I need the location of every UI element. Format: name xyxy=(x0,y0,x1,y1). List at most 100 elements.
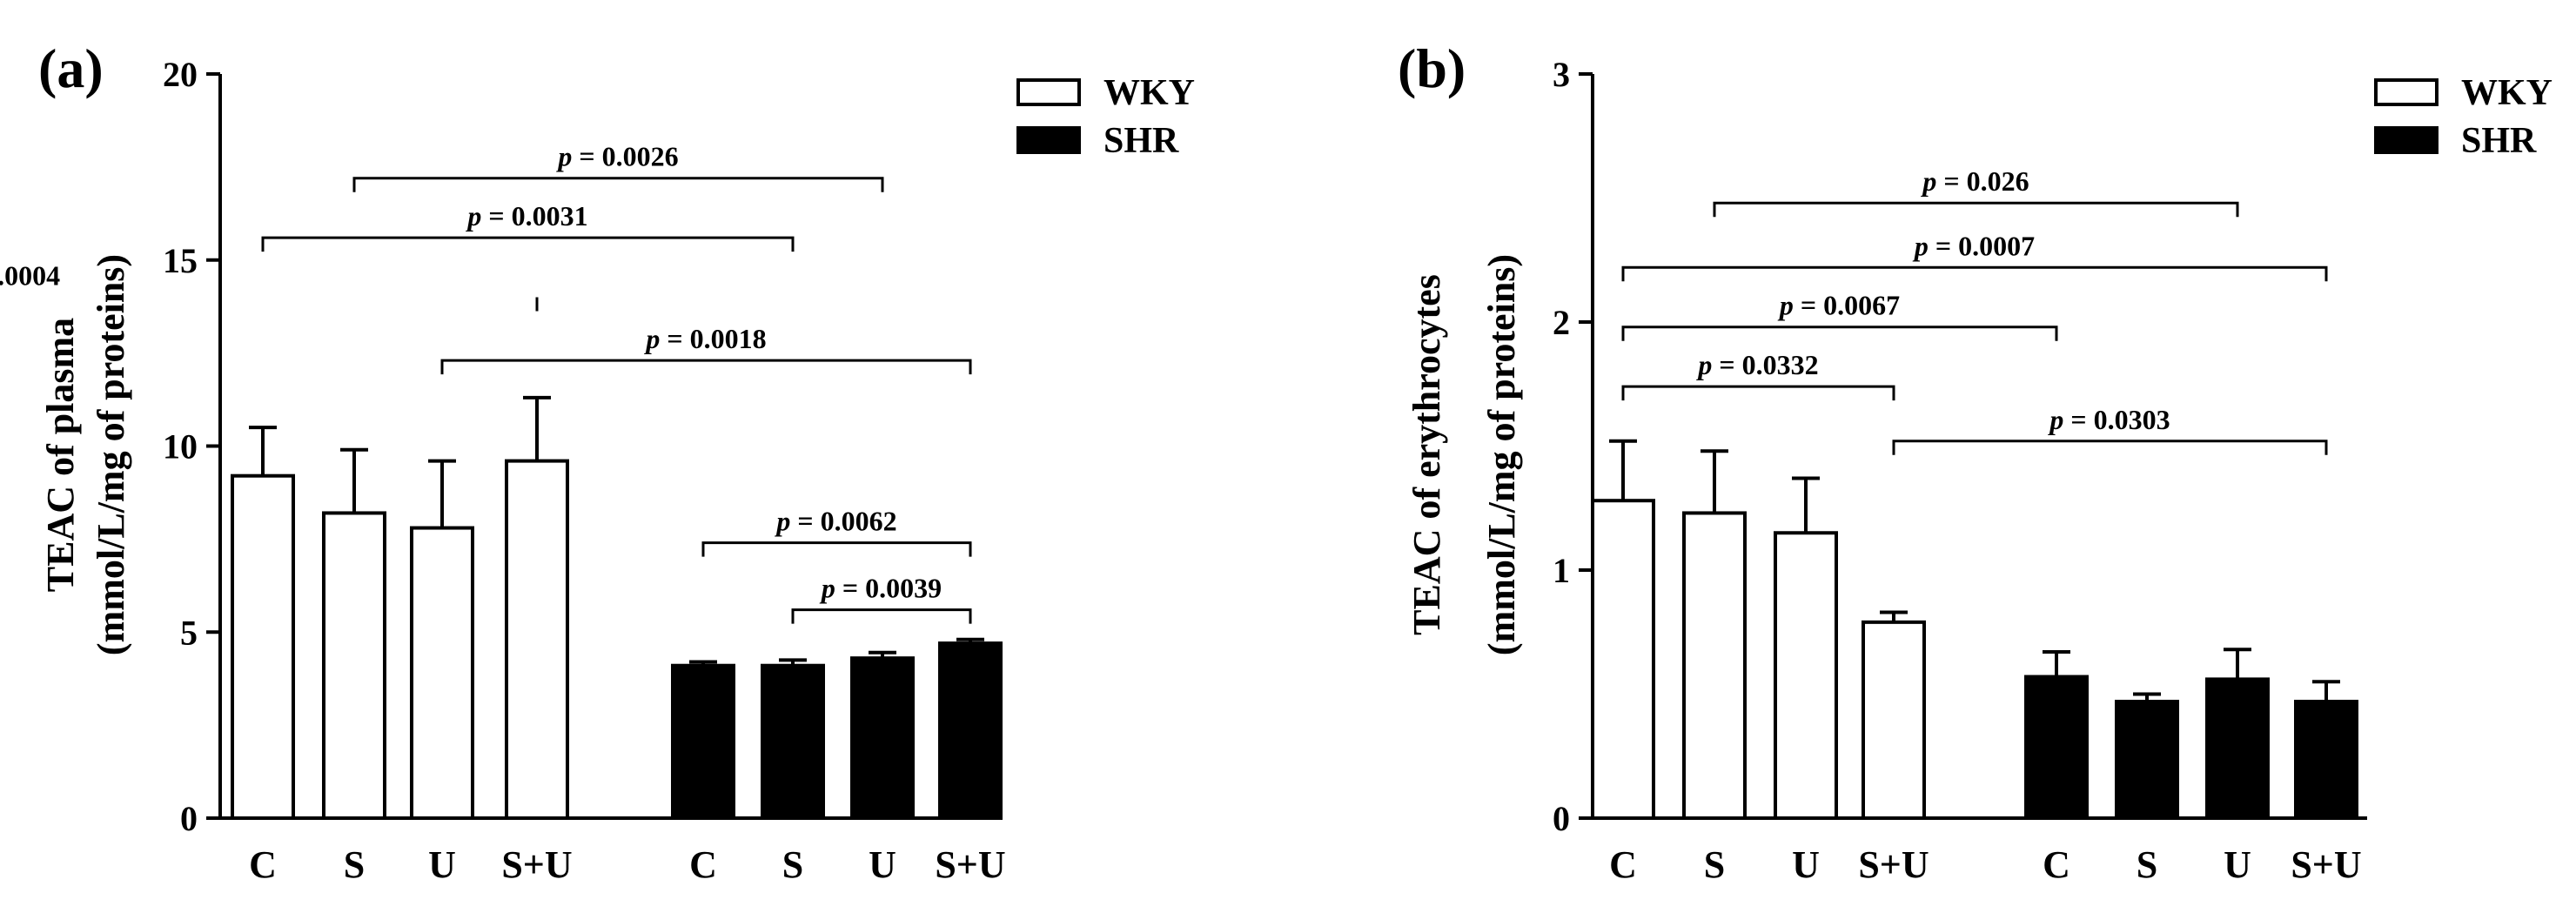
p-symbol: p xyxy=(1777,290,1801,321)
p-value-label-a: p = 0.0026 xyxy=(555,141,678,172)
legend-label-shr: SHR xyxy=(1104,121,1179,161)
significance-bracket-b xyxy=(1892,440,2328,455)
p-value-label-b: p = 0.0007 xyxy=(1912,230,2035,261)
p-symbol: p xyxy=(2047,404,2070,435)
bar-wky-splusu xyxy=(505,459,569,820)
bar-wky-u xyxy=(1774,531,1838,820)
bar-wky-s xyxy=(322,511,386,820)
significance-bracket-a xyxy=(261,236,795,252)
significance-bracket-b xyxy=(1713,201,2239,218)
bar-shr-s xyxy=(2115,700,2179,820)
p-symbol: p xyxy=(643,323,667,354)
significance-bracket-a xyxy=(352,177,884,192)
x-tick-label-b: U xyxy=(2224,843,2251,886)
x-tick-label-b: S xyxy=(2137,843,2157,886)
p-value-label-b: p = 0.0303 xyxy=(2047,404,2170,435)
p-symbol: p xyxy=(819,573,842,604)
x-tick-label-b: S+U xyxy=(1858,843,1929,886)
p-value-label-b: p = 0.0332 xyxy=(1695,349,1818,380)
p-symbol: p xyxy=(1695,349,1719,380)
p-value: = 0.0062 xyxy=(797,506,896,537)
bar-shr-u xyxy=(850,656,915,820)
p-value: = 0.0303 xyxy=(2070,404,2170,435)
x-tick-label-a: C xyxy=(249,843,277,886)
bar-shr-u xyxy=(2205,677,2270,821)
legend-swatch-wky xyxy=(2374,78,2438,106)
bar-shr-splusu xyxy=(2294,700,2358,820)
p-value: = 0.026 xyxy=(1943,165,2029,197)
x-tick-label-b: S xyxy=(1704,843,1725,886)
p-value: = 0.0067 xyxy=(1801,290,1900,321)
p-value: = 0.0018 xyxy=(667,323,766,354)
significance-bracket-b xyxy=(1621,385,1895,401)
p-value: = 0.0007 xyxy=(1935,230,2035,261)
y-tick-label-b: 3 xyxy=(1553,55,1570,94)
y-tick-label-b: 0 xyxy=(1553,799,1570,838)
legend-label-wky: WKY xyxy=(2461,73,2553,113)
x-tick-label-b: C xyxy=(2043,843,2070,886)
x-tick-label-a: S xyxy=(782,843,803,886)
x-tick-label-a: S xyxy=(344,843,365,886)
bar-wky-splusu xyxy=(1862,620,1926,820)
p-symbol: p xyxy=(774,506,797,537)
y-tick-label-a: 0 xyxy=(180,799,198,838)
y-tick-label-a: 5 xyxy=(180,613,198,652)
p-value: = 0.0031 xyxy=(488,200,587,232)
p-value-label-b: p = 0.026 xyxy=(1920,165,2029,197)
x-tick-label-b: C xyxy=(1609,843,1637,886)
significance-bracket-b xyxy=(1621,326,2058,341)
bar-wky-c xyxy=(1591,499,1655,820)
significance-bracket-a xyxy=(440,359,972,375)
legend-swatch-shr xyxy=(2374,126,2438,154)
y-tick-label-a: 10 xyxy=(163,427,198,467)
legend-label-wky: WKY xyxy=(1104,73,1195,113)
y-axis-title-b: TEAC of erythrocytes xyxy=(1405,274,1448,635)
p-value-label-b: p = 0.0067 xyxy=(1777,290,1900,321)
bar-wky-s xyxy=(1682,511,1747,820)
bar-shr-c xyxy=(671,663,735,820)
y-tick-label-a: 20 xyxy=(163,55,198,94)
panel-label-a: (a) xyxy=(38,37,104,99)
p-symbol: p xyxy=(1912,230,1935,261)
bar-shr-s xyxy=(761,663,825,820)
p-symbol: p xyxy=(465,200,488,232)
p-value-label-a: p = 0.0039 xyxy=(819,573,942,604)
p-value: = 0.0004 xyxy=(0,260,60,292)
x-tick-label-b: U xyxy=(1792,843,1820,886)
panel-label-b: (b) xyxy=(1398,37,1466,99)
p-value-label-a: p = 0.0004 xyxy=(0,260,60,292)
bar-shr-splusu xyxy=(938,641,1003,821)
legend-swatch-shr xyxy=(1016,126,1081,154)
y-axis-title-a: TEAC of plasma xyxy=(39,318,82,592)
x-tick-label-a: U xyxy=(428,843,456,886)
significance-bracket-b xyxy=(1621,265,2328,282)
x-tick-label-a: C xyxy=(689,843,717,886)
x-tick-label-a: U xyxy=(869,843,896,886)
x-tick-label-a: S+U xyxy=(501,843,572,886)
x-tick-label-a: S+U xyxy=(935,843,1005,886)
legend-label-shr: SHR xyxy=(2461,121,2537,161)
y-tick-label-a: 15 xyxy=(163,241,198,280)
y-tick-label-b: 2 xyxy=(1553,303,1570,342)
p-symbol: p xyxy=(555,141,579,172)
legend-swatch-wky xyxy=(1016,78,1081,106)
bar-shr-c xyxy=(2024,675,2089,820)
p-value: = 0.0332 xyxy=(1719,349,1818,380)
significance-bracket-a xyxy=(701,541,972,557)
bar-wky-u xyxy=(410,526,474,820)
p-value-label-a: p = 0.0062 xyxy=(774,506,896,537)
bar-wky-c xyxy=(231,473,295,820)
y-axis-subtitle-a: (mmol/L/mg of proteins) xyxy=(90,254,132,655)
y-axis-subtitle-b: (mmol/L/mg of proteins) xyxy=(1480,254,1523,655)
x-tick-label-b: S+U xyxy=(2291,843,2361,886)
p-value: = 0.0039 xyxy=(842,573,942,604)
panel-b: (b) 0 1 2 3 TEAC of erythrocytes (mmol/L/mg of… xyxy=(1398,37,2553,886)
p-value-label-a: p = 0.0018 xyxy=(643,323,766,354)
p-value-label-a: p = 0.0031 xyxy=(465,200,587,232)
p-value: = 0.0026 xyxy=(579,141,678,172)
panel-a: (a) 0 5 10 15 20 TEAC of plasma (mmol/L/mg of p… xyxy=(0,37,1195,886)
y-tick-label-b: 1 xyxy=(1553,551,1570,590)
significance-bracket-a xyxy=(791,608,972,624)
p-symbol: p xyxy=(1920,165,1943,197)
